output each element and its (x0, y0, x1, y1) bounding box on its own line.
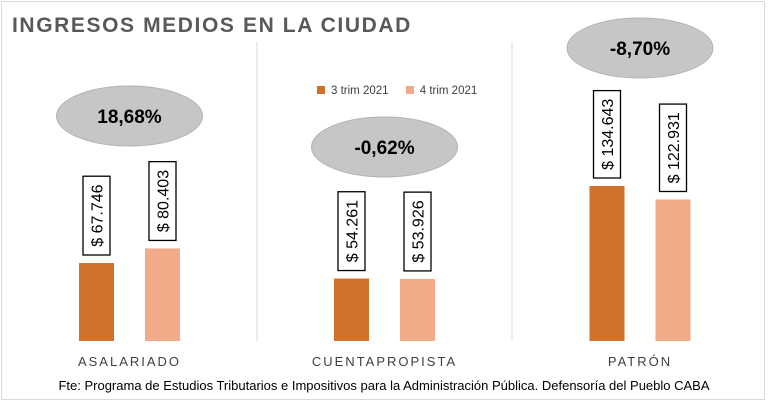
change-bubble-patron: -8,70% (566, 17, 714, 79)
data-label-text: $ 54.261 (345, 200, 362, 262)
data-label-patron-series-2: $ 122.931 (658, 103, 688, 193)
legend-item-series-1: 3 trim 2021 (317, 85, 389, 97)
source-note: Fte: Programa de Estudios Tributarios e … (58, 378, 710, 393)
data-label-text: $ 53.926 (411, 200, 428, 262)
bar-patron-series-1 (589, 186, 625, 341)
bar-cuentapropista-series-1 (334, 278, 369, 341)
bar-asalariado-series-1 (79, 263, 114, 341)
bar-cuentapropista-series-2 (400, 278, 435, 341)
bubble-text: -8,70% (610, 39, 670, 60)
chart-title: INGRESOS MEDIOS EN LA CIUDAD (12, 14, 412, 37)
data-label-box (592, 89, 622, 179)
data-label-text: $ 122.931 (666, 112, 683, 183)
category-label-cuentapropista: CUENTAPROPISTA (312, 354, 457, 369)
legend-swatch-series-1 (317, 86, 325, 94)
data-label-box (148, 160, 177, 242)
legend-label-series-2: 4 trim 2021 (419, 85, 478, 97)
bubble-shape (311, 116, 458, 178)
change-bubbles: 18,68% -0,62% -8,70% (56, 17, 714, 178)
data-label-cuentapropista-series-2: $ 53.926 (403, 191, 432, 272)
bars (79, 186, 691, 341)
legend: 3 trim 2021 4 trim 2021 (317, 85, 491, 97)
bubble-text: -0,62% (354, 138, 414, 159)
data-label-box (337, 191, 366, 272)
legend-label-series-1: 3 trim 2021 (331, 85, 389, 97)
category-label-asalariado: ASALARIADO (78, 354, 181, 369)
category-labels: ASALARIADO CUENTAPROPISTA PATRÓN (78, 354, 672, 369)
data-labels: $ 67.746 $ 80.403 $ 54.261 $ 53.926 $ 134.64… (82, 89, 688, 272)
data-label-box (82, 175, 111, 256)
data-label-box (403, 191, 432, 272)
data-label-text: $ 134.643 (600, 99, 617, 170)
data-label-box (658, 103, 688, 193)
bubble-shape (56, 85, 203, 147)
change-bubble-cuentapropista: -0,62% (311, 116, 458, 178)
data-label-text: $ 67.746 (90, 184, 107, 246)
data-label-patron-series-1: $ 134.643 (592, 89, 622, 179)
data-label-asalariado-series-1: $ 67.746 (82, 175, 111, 256)
data-label-text: $ 80.403 (156, 170, 173, 232)
bar-asalariado-series-2 (145, 248, 180, 341)
category-dividers (256, 42, 513, 341)
legend-item-series-2: 4 trim 2021 (405, 85, 478, 97)
change-bubble-asalariado: 18,68% (56, 85, 203, 147)
data-label-cuentapropista-series-1: $ 54.261 (337, 191, 366, 272)
bubble-shape (566, 17, 714, 79)
category-label-patron: PATRÓN (608, 354, 672, 369)
data-label-asalariado-series-2: $ 80.403 (148, 160, 177, 242)
bubble-text: 18,68% (97, 107, 162, 128)
bar-patron-series-2 (655, 199, 691, 341)
legend-swatch-series-2 (405, 86, 414, 94)
